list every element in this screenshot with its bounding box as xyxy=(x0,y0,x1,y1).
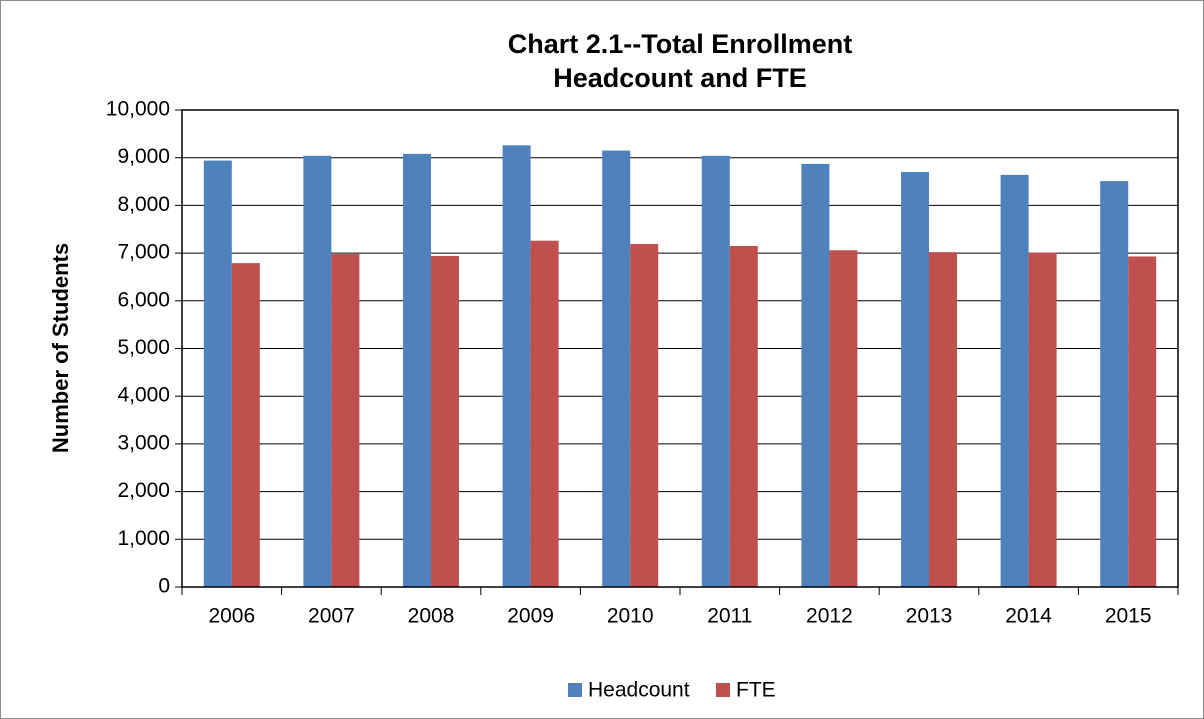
bar xyxy=(530,240,559,587)
x-tick-label: 2013 xyxy=(906,605,953,628)
bar xyxy=(701,155,730,588)
bar xyxy=(403,153,431,587)
x-tick-label: 2011 xyxy=(707,605,752,628)
bar xyxy=(729,245,758,587)
y-tick-label: 10,000 xyxy=(106,98,170,121)
x-tick-label: 2014 xyxy=(1005,605,1052,628)
x-tick-label: 2006 xyxy=(208,605,255,628)
bar xyxy=(231,263,260,587)
plot-border xyxy=(181,109,1179,588)
y-tick-label: 9,000 xyxy=(117,145,170,168)
bar xyxy=(901,172,929,587)
x-tick-label: 2008 xyxy=(408,605,455,628)
x-tick-label: 2007 xyxy=(308,605,355,628)
bar xyxy=(331,254,360,587)
bar xyxy=(203,160,232,587)
bar xyxy=(1128,256,1157,587)
bar xyxy=(303,155,332,588)
x-tick-label: 2012 xyxy=(806,605,853,628)
y-tick-label: 6,000 xyxy=(117,288,170,311)
y-tick-label: 5,000 xyxy=(117,336,170,359)
chart-subtitle: Headcount and FTE xyxy=(553,63,807,93)
y-tick-label: 4,000 xyxy=(117,384,170,407)
chart-title: Chart 2.1--Total Enrollment xyxy=(508,29,853,59)
bar xyxy=(602,150,631,588)
bar xyxy=(1100,181,1129,587)
legend-label: FTE xyxy=(736,679,776,702)
y-tick-label: 8,000 xyxy=(117,193,170,216)
y-tick-label: 1,000 xyxy=(117,527,170,550)
y-tick-label: 3,000 xyxy=(117,431,170,454)
legend-swatch xyxy=(568,683,582,697)
bar xyxy=(502,145,531,587)
bar xyxy=(801,163,830,587)
bar xyxy=(630,244,659,588)
bar xyxy=(1028,252,1057,588)
bar xyxy=(431,255,459,587)
y-axis-label: Number of Students xyxy=(48,243,73,453)
bar xyxy=(829,250,858,587)
legend-label: Headcount xyxy=(588,679,690,702)
legend-swatch xyxy=(716,683,730,697)
bar xyxy=(1000,174,1029,587)
x-tick-label: 2010 xyxy=(607,605,654,628)
x-tick-label: 2015 xyxy=(1105,605,1152,628)
y-tick-label: 7,000 xyxy=(117,241,170,264)
x-tick-label: 2009 xyxy=(507,605,554,628)
y-tick-label: 0 xyxy=(158,575,170,598)
y-tick-label: 2,000 xyxy=(117,479,170,502)
bar xyxy=(929,252,957,587)
